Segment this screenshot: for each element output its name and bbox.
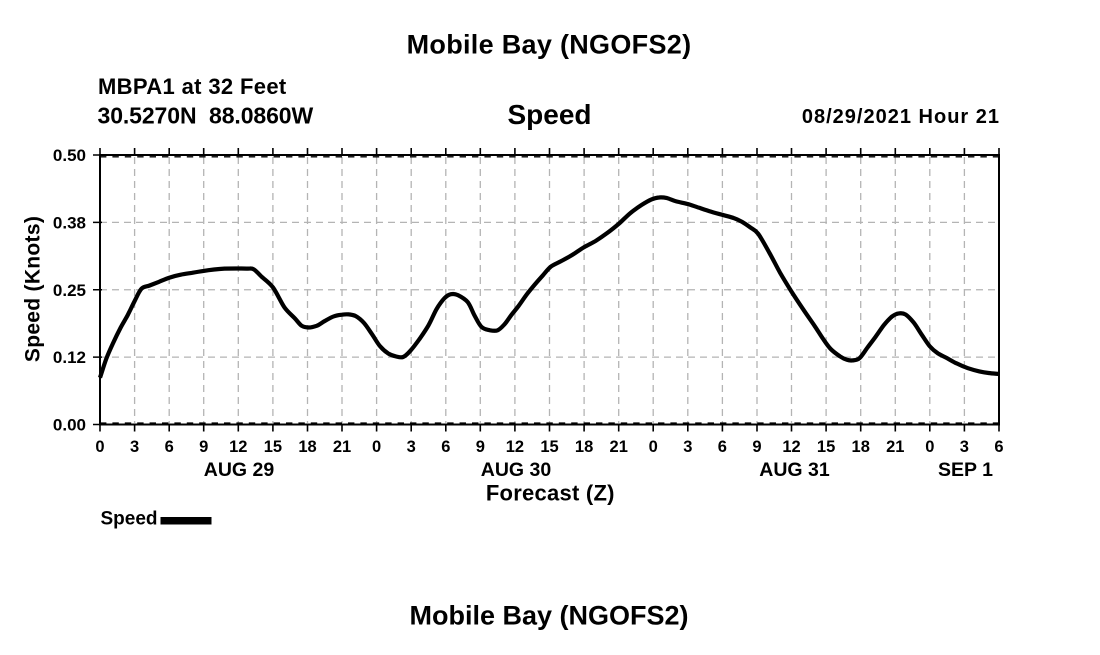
svg-text:15: 15 xyxy=(817,438,835,456)
svg-text:6: 6 xyxy=(994,438,1003,456)
svg-text:12: 12 xyxy=(229,438,247,456)
svg-text:0.00: 0.00 xyxy=(53,416,86,435)
svg-text:9: 9 xyxy=(752,438,761,456)
svg-text:12: 12 xyxy=(506,438,524,456)
svg-text:18: 18 xyxy=(298,438,316,456)
svg-text:0.50: 0.50 xyxy=(53,146,86,165)
svg-text:Forecast (Z): Forecast (Z) xyxy=(486,481,615,506)
svg-text:18: 18 xyxy=(575,438,593,456)
svg-text:Speed: Speed xyxy=(101,509,158,530)
svg-text:15: 15 xyxy=(264,438,282,456)
svg-text:Mobile Bay (NGOFS2): Mobile Bay (NGOFS2) xyxy=(409,601,688,631)
svg-text:21: 21 xyxy=(886,438,904,456)
svg-text:3: 3 xyxy=(960,438,969,456)
svg-text:6: 6 xyxy=(441,438,450,456)
svg-text:3: 3 xyxy=(683,438,692,456)
svg-text:0.38: 0.38 xyxy=(53,213,86,232)
svg-text:Mobile Bay (NGOFS2): Mobile Bay (NGOFS2) xyxy=(407,30,692,60)
svg-text:AUG 31: AUG 31 xyxy=(759,459,830,481)
svg-text:6: 6 xyxy=(718,438,727,456)
svg-text:AUG 30: AUG 30 xyxy=(481,459,552,481)
svg-text:30.5270N 88.0860W: 30.5270N 88.0860W xyxy=(98,103,314,129)
svg-text:0.25: 0.25 xyxy=(53,281,86,300)
svg-text:9: 9 xyxy=(476,438,485,456)
svg-text:3: 3 xyxy=(130,438,139,456)
svg-text:Speed: Speed xyxy=(507,99,591,130)
svg-text:SEP 1: SEP 1 xyxy=(938,459,993,481)
svg-text:Speed (Knots): Speed (Knots) xyxy=(22,216,45,362)
svg-text:12: 12 xyxy=(782,438,800,456)
svg-text:0.12: 0.12 xyxy=(53,348,86,367)
svg-text:6: 6 xyxy=(165,438,174,456)
svg-text:21: 21 xyxy=(333,438,351,456)
svg-text:9: 9 xyxy=(199,438,208,456)
svg-text:08/29/2021 Hour 21: 08/29/2021 Hour 21 xyxy=(802,106,1000,128)
svg-text:0: 0 xyxy=(372,438,381,456)
svg-text:3: 3 xyxy=(407,438,416,456)
svg-text:0: 0 xyxy=(95,438,104,456)
svg-text:15: 15 xyxy=(540,438,558,456)
svg-text:0: 0 xyxy=(925,438,934,456)
svg-text:21: 21 xyxy=(610,438,628,456)
svg-text:MBPA1 at 32 Feet: MBPA1 at 32 Feet xyxy=(98,74,287,99)
svg-text:AUG 29: AUG 29 xyxy=(204,459,275,481)
svg-text:18: 18 xyxy=(852,438,870,456)
svg-text:0: 0 xyxy=(649,438,658,456)
